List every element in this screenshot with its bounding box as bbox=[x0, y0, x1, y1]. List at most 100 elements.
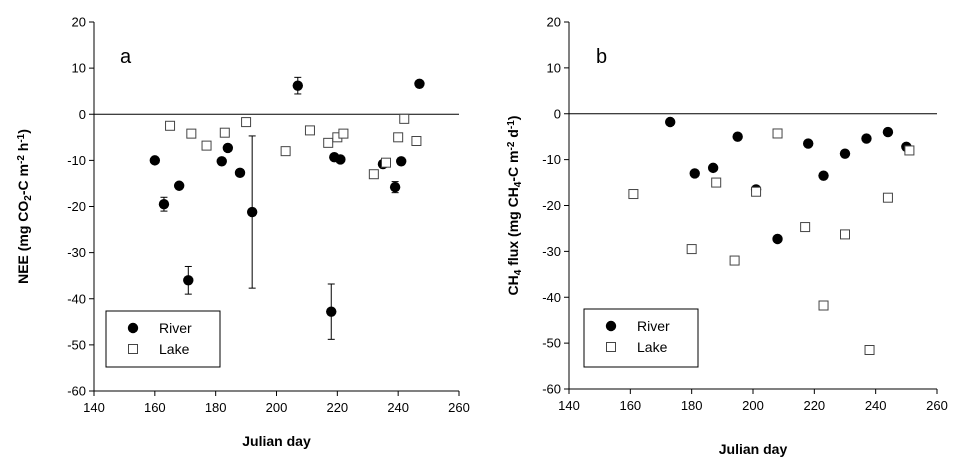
data-point-lake bbox=[280, 146, 291, 157]
x-tick-label: 260 bbox=[926, 398, 948, 413]
data-point-river bbox=[803, 138, 814, 149]
data-point-lake bbox=[882, 192, 893, 203]
data-point-lake bbox=[686, 244, 697, 255]
data-point-river bbox=[665, 116, 676, 128]
legend-label-river: River bbox=[159, 320, 192, 336]
y-tick-label: -60 bbox=[67, 384, 86, 399]
data-point-river bbox=[689, 168, 700, 179]
data-point-river bbox=[818, 170, 829, 181]
y-axis-label-part: -2 bbox=[506, 141, 517, 150]
x-tick-label: 240 bbox=[865, 398, 887, 413]
legend: River Lake bbox=[583, 308, 699, 368]
x-tick-label: 180 bbox=[205, 400, 227, 415]
data-point-river bbox=[772, 233, 783, 245]
data-point-river bbox=[149, 155, 161, 166]
data-point-lake bbox=[800, 222, 811, 233]
legend-marker-lake bbox=[606, 342, 616, 352]
y-tick-label: 10 bbox=[72, 61, 86, 76]
series-lake bbox=[165, 113, 422, 180]
data-point-lake bbox=[368, 169, 379, 180]
legend-marker-river bbox=[127, 322, 139, 334]
data-point-lake bbox=[411, 136, 422, 147]
y-tick-label: 20 bbox=[72, 15, 86, 30]
y-tick-label: 20 bbox=[547, 15, 561, 30]
data-point-lake bbox=[818, 300, 829, 311]
x-tick-label: 260 bbox=[448, 400, 470, 415]
data-point-river bbox=[389, 181, 401, 193]
y-tick-label: -50 bbox=[542, 336, 561, 351]
y-axis-label-part: 4 bbox=[513, 181, 524, 187]
data-point-river bbox=[158, 198, 170, 210]
x-tick-label: 240 bbox=[387, 400, 409, 415]
legend-box bbox=[583, 308, 699, 368]
data-point-river bbox=[246, 206, 258, 218]
y-tick-label: -40 bbox=[542, 290, 561, 305]
data-point-river bbox=[839, 148, 851, 159]
data-point-lake bbox=[711, 177, 722, 188]
x-tick-label: 160 bbox=[619, 398, 641, 413]
y-tick-label: 0 bbox=[554, 106, 561, 121]
x-tick-label: 200 bbox=[742, 398, 764, 413]
data-point-lake bbox=[165, 120, 176, 131]
data-point-river bbox=[183, 275, 194, 286]
data-point-river bbox=[414, 78, 425, 90]
y-axis-label: CH4 flux (mg CH4-C m-2 d-1) bbox=[505, 116, 524, 296]
legend-label-lake: Lake bbox=[159, 341, 190, 357]
data-point-river bbox=[326, 306, 337, 317]
x-tick-label: 220 bbox=[803, 398, 825, 413]
data-point-lake bbox=[323, 137, 334, 148]
legend: River Lake bbox=[105, 310, 221, 368]
x-tick-label: 220 bbox=[326, 400, 348, 415]
series-river bbox=[665, 116, 912, 245]
data-point-river bbox=[396, 156, 407, 167]
data-point-lake bbox=[840, 229, 850, 240]
data-point-lake bbox=[338, 128, 349, 139]
data-point-lake bbox=[772, 128, 783, 139]
x-tick-label: 180 bbox=[681, 398, 703, 413]
legend-label-river: River bbox=[637, 318, 670, 334]
data-point-lake bbox=[393, 132, 404, 143]
y-tick-label: -60 bbox=[542, 382, 561, 397]
y-axis-label-part: ) bbox=[15, 129, 31, 134]
y-tick-label: -50 bbox=[67, 337, 86, 352]
data-point-lake bbox=[381, 157, 391, 168]
data-point-river bbox=[222, 142, 234, 154]
data-point-lake bbox=[241, 117, 252, 128]
y-axis-label-part: ) bbox=[505, 116, 521, 121]
data-point-lake bbox=[904, 145, 915, 156]
data-point-lake bbox=[628, 189, 639, 200]
y-axis-label-part: 4 bbox=[513, 269, 524, 275]
y-tick-label: -40 bbox=[67, 291, 86, 306]
legend-box bbox=[105, 310, 221, 368]
data-point-lake bbox=[219, 127, 230, 138]
y-axis-label-part: -2 bbox=[16, 155, 27, 164]
data-point-river bbox=[732, 131, 743, 142]
legend-marker-river bbox=[605, 320, 617, 332]
series-river bbox=[149, 76, 425, 340]
y-tick-label: -30 bbox=[67, 245, 86, 260]
data-point-lake bbox=[399, 113, 410, 124]
data-point-river bbox=[173, 180, 185, 191]
y-axis-label-part: -C m bbox=[505, 151, 521, 182]
x-tick-label: 160 bbox=[144, 400, 166, 415]
y-tick-label: -10 bbox=[67, 153, 86, 168]
y-axis-label-part: NEE (mg CO bbox=[15, 201, 31, 284]
data-point-lake bbox=[751, 186, 762, 197]
series-lake bbox=[628, 128, 915, 356]
y-axis-label-part: -1 bbox=[506, 120, 517, 129]
x-tick-label: 200 bbox=[266, 400, 288, 415]
data-point-lake bbox=[186, 128, 197, 139]
x-tick-label: 140 bbox=[558, 398, 580, 413]
legend-label-lake: Lake bbox=[637, 339, 668, 355]
data-point-river bbox=[882, 126, 894, 138]
y-tick-label: -30 bbox=[542, 244, 561, 259]
y-axis-label-part: CH bbox=[505, 275, 521, 295]
data-point-lake bbox=[864, 345, 875, 356]
data-point-lake bbox=[729, 255, 740, 266]
x-axis-label: Julian day bbox=[242, 433, 311, 449]
y-axis-label-part: -1 bbox=[16, 133, 27, 142]
y-axis-label-part: -C m bbox=[15, 164, 31, 195]
